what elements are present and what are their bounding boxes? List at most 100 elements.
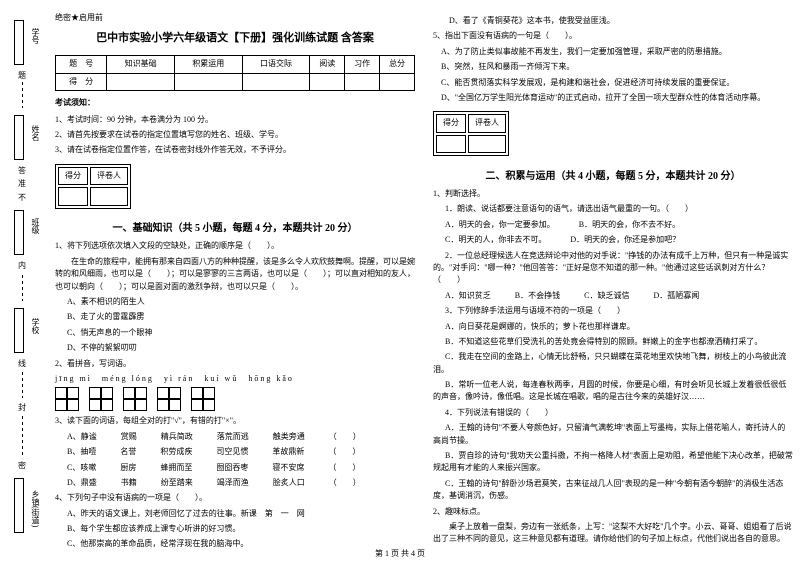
td: [310, 73, 345, 90]
section-scorebox: 得分评卷人: [55, 164, 131, 209]
sidebar-field-box: [14, 478, 24, 533]
w: B、抽噎: [55, 446, 96, 458]
sub: 4．下列说法有错误的（ ）: [433, 407, 793, 419]
page-footer: 第 1 页 共 4 页: [0, 548, 800, 559]
sidebar-label: 学校: [30, 318, 41, 334]
q3-stem: 3、读下面的词语，每组全对的打"√"，有错的打"×"。: [55, 415, 415, 427]
section-scorebox: 得分评卷人: [433, 111, 509, 156]
pinyin: méng lóng: [102, 373, 154, 385]
notice-item: 3、请在试卷指定位置作答，在试卷密封线外作答无效，不予评分。: [55, 144, 415, 156]
section-title: 一、基础知识（共 5 小题，每题 4 分，本题共计 20 分）: [55, 221, 415, 237]
page-content: 绝密★启用前 巴中市实验小学六年级语文【下册】强化训练试题 含答案 题 号 知识…: [55, 12, 795, 542]
opt: A．知识贫乏: [433, 290, 491, 302]
q4-opt: A、昨天的语文课上，刘老师回忆了过去的往事。新课 第 一 网: [55, 508, 415, 520]
opts: A．知识贫乏 B．不会挣钱 C．缺乏诚信 D．孤陋寡闻: [433, 290, 793, 302]
notice-heading: 考试须知：: [55, 97, 415, 109]
q1-opt: D、不停的絮絮叨叨: [55, 342, 415, 354]
w: 司空见惯: [204, 446, 248, 458]
pinyin: kuí wǔ: [204, 373, 238, 385]
exam-title: 巴中市实验小学六年级语文【下册】强化训练试题 含答案: [55, 30, 415, 47]
seal-char: 答: [18, 165, 26, 176]
char-grid: [55, 387, 79, 411]
q2-stem: 2、看拼音，写词语。: [55, 358, 415, 370]
th: 积累运用: [174, 56, 242, 73]
sidebar-field-box: [14, 210, 24, 255]
w: 厨房: [108, 462, 136, 474]
th: 题 号: [56, 56, 107, 73]
line: D、"全国亿万学生阳光体育运动"的正式启动，拉开了全国一项大型群众性的体育活动序…: [433, 92, 793, 104]
w: 脍炙人口: [261, 477, 305, 489]
pinyin: jīng mì: [55, 373, 92, 385]
line: C、能否贯彻落实科学发展观，是构建和谐社会，促进经济可持续发展的重要保证。: [433, 77, 793, 89]
seal-char: 不: [18, 192, 26, 203]
w: （ ）: [316, 462, 360, 474]
w: 革故鼎新: [260, 446, 304, 458]
w: C、咳嗽: [55, 462, 96, 474]
sidebar-field-box: [14, 115, 24, 160]
line: B、突然，狂风和暴雨一齐倾泻下来。: [433, 61, 793, 73]
scorebox-cell: [90, 187, 128, 205]
binding-sidebar: 学号 题 姓名 答 准 不 班级 内 学校 线 封 密 乡镇(街道): [0, 0, 48, 565]
sidebar-label: 乡镇(街道): [30, 490, 41, 527]
sub: 2．一位总经理候选人在竞选辩论中对他的对手说："挣钱的办法有成千上万种，但只有一…: [433, 250, 793, 287]
q1-stem: 1、将下列选项依次填入文段的空缺处，正确的顺序是（ ）。: [55, 240, 415, 252]
char-grid: [191, 387, 215, 411]
q3-row: A、静谧赏赐精兵简政落荒而逃触类旁通（ ）: [55, 431, 415, 443]
pinyin: hōng kǎo: [248, 373, 294, 385]
pinyin: yì rán: [164, 373, 194, 385]
opt: C．王翰的诗句"醉卧沙场君莫笑，古来征战几人回"表现的是一种"今朝有酒今朝醉"的…: [433, 478, 793, 503]
seal-line: [22, 372, 23, 398]
seal-char: 密: [18, 460, 26, 471]
seal-char: 内: [18, 260, 26, 271]
seal-char: 封: [18, 402, 26, 413]
seal-char: 线: [18, 358, 26, 369]
line: D、看了《青铜葵花》这本书，使我受益匪浅。: [433, 15, 793, 27]
w: A、静谧: [55, 431, 97, 443]
opt: B．明天的会，你不去不好。: [567, 219, 680, 231]
w: 名誉: [108, 446, 136, 458]
sidebar-label: 学号: [30, 28, 41, 44]
scorebox-cell: [436, 135, 466, 153]
opt: B．不会挣钱: [503, 290, 560, 302]
line: 5、指出下面没有语病的一句是（ ）。: [433, 30, 793, 42]
section-title: 二、积累与运用（共 4 小题，每题 5 分，本题共计 20 分）: [433, 169, 793, 185]
opts: A．明天的会，你一定要参加。 B．明天的会，你不去不好。: [433, 219, 793, 231]
score-table: 题 号 知识基础 积累运用 口语交际 阅读 习作 总分 得 分: [55, 55, 415, 91]
sidebar-label: 班级: [30, 218, 41, 234]
td: [174, 73, 242, 90]
w: D、鼎盛: [55, 477, 97, 489]
th: 总分: [380, 56, 415, 73]
sidebar-label: 姓名: [30, 125, 41, 141]
char-grid: [157, 387, 181, 411]
w: 竭泽而渔: [205, 477, 249, 489]
w: 书籍: [109, 477, 137, 489]
q1-opt: A、素不相识的陌生人: [55, 296, 415, 308]
scorebox-cell: [58, 187, 88, 205]
pinyin-row: jīng mì méng lóng yì rán kuí wǔ hōng kǎo: [55, 373, 415, 385]
char-grid: [123, 387, 147, 411]
w: 触类旁通: [261, 431, 305, 443]
w: （ ）: [317, 477, 361, 489]
th: 习作: [345, 56, 380, 73]
td: [345, 73, 380, 90]
th: 阅读: [310, 56, 345, 73]
q4-stem: 4、下列句子中没有语病的一项是（ ）。: [55, 492, 415, 504]
th: 口语交际: [242, 56, 310, 73]
opt: C．明天的人，你非去不可。: [433, 234, 546, 246]
notice-item: 2、请首先按要求在试卷的指定位置填写您的姓名、班级、学号。: [55, 129, 415, 141]
sidebar-field-box: [14, 20, 24, 65]
q4-opt: B、每个学生都应该养成上课专心听讲的好习惯。: [55, 523, 415, 535]
column-right: D、看了《青铜葵花》这本书，使我受益匪浅。 5、指出下面没有语病的一句是（ ）。…: [433, 12, 793, 542]
opt: D．明天的会，你还是参加吧？: [558, 234, 680, 246]
q-stem: 1、判断选择。: [433, 188, 793, 200]
opt: D．孤陋寡闻: [641, 290, 699, 302]
sub: 3．下列修辞手法运用与语境不符的一项是（ ）: [433, 305, 793, 317]
opt: A．王翰的诗句"不要人夸颜色好，只留清气满乾坤"表面上写墨梅，实际上借花喻人，寄…: [433, 422, 793, 447]
w: 寝不安席: [260, 462, 304, 474]
opt: B．常听一位老人说，每逢春秋两季，月圆的时候，你要是心细，有时会听见长城上发着很…: [433, 379, 793, 404]
q1-opt: B、走了火的雷霆霹雳: [55, 311, 415, 323]
opt: C．缺乏诚信: [572, 290, 629, 302]
sidebar-field-box: [14, 308, 24, 353]
opt: A．向日葵花是婀娜的，快乐的；萝卜花也那样谦卑。: [433, 321, 793, 333]
scorebox-cell: [468, 135, 506, 153]
